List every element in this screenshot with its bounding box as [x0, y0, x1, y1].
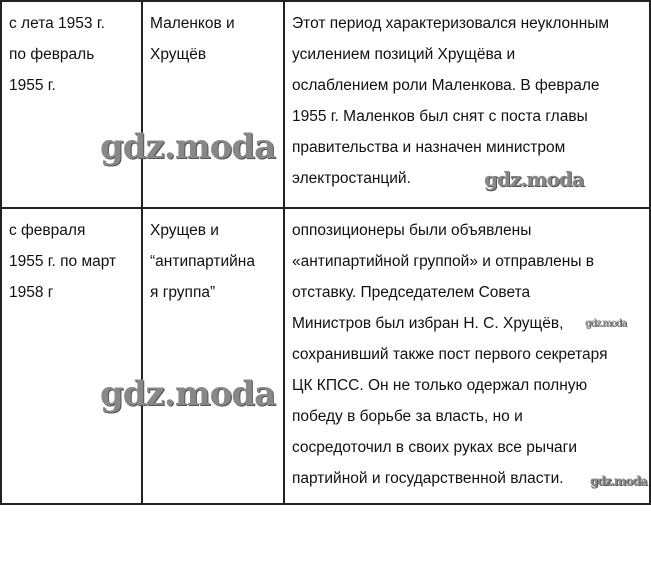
- text-line: ЦК КПСС. Он не только одержал полную: [292, 377, 588, 394]
- text-line: с лета 1953 г.: [9, 15, 105, 32]
- text-line: ослаблением роли Маленкова. В феврале: [292, 77, 600, 94]
- text-line: с февраля: [9, 222, 86, 239]
- table-row: с февраля 1955 г. по март 1958 г Хрущев …: [0, 207, 651, 505]
- text-line: сосредоточил в своих руках все рычаги: [292, 439, 577, 456]
- text-line: правительства и назначен министром: [292, 139, 566, 156]
- history-table: с лета 1953 г. по февраль 1955 г. Маленк…: [0, 0, 651, 505]
- period-cell: с февраля 1955 г. по март 1958 г: [0, 207, 143, 505]
- text-line: “антипартийна: [150, 253, 255, 270]
- description-cell: Этот период характеризовался неуклонным …: [283, 0, 651, 209]
- text-line: оппозиционеры были объявлены: [292, 222, 532, 239]
- text-line: «антипартийной группой» и отправлены в: [292, 253, 595, 270]
- actors-cell: Маленков и Хрущёв: [141, 0, 285, 209]
- text-line: Хрущёв: [150, 46, 207, 63]
- description-cell: оппозиционеры были объявлены «антипартий…: [283, 207, 651, 505]
- text-line: электростанций.: [292, 170, 411, 187]
- text-line: партийной и государственной власти.: [292, 470, 564, 487]
- period-cell: с лета 1953 г. по февраль 1955 г.: [0, 0, 143, 209]
- actors-cell: Хрущев и “антипартийна я группа”: [141, 207, 285, 505]
- text-line: Хрущев и: [150, 222, 219, 239]
- text-line: сохранивший также пост первого секретаря: [292, 346, 608, 363]
- text-line: отставку. Председателем Совета: [292, 284, 531, 301]
- text-line: по февраль: [9, 46, 95, 63]
- text-line: Министров был избран Н. С. Хрущёв,: [292, 315, 564, 332]
- text-line: усилением позиций Хрущёва и: [292, 46, 516, 63]
- text-line: 1955 г. по март: [9, 253, 117, 270]
- text-line: Этот период характеризовался неуклонным: [292, 15, 610, 32]
- table-row: с лета 1953 г. по февраль 1955 г. Маленк…: [0, 0, 651, 209]
- text-line: я группа”: [150, 284, 216, 301]
- text-line: 1955 г.: [9, 77, 56, 94]
- text-line: Маленков и: [150, 15, 235, 32]
- text-line: победу в борьбе за власть, но и: [292, 408, 523, 425]
- text-line: 1955 г. Маленков был снят с поста главы: [292, 108, 588, 125]
- text-line: 1958 г: [9, 284, 54, 301]
